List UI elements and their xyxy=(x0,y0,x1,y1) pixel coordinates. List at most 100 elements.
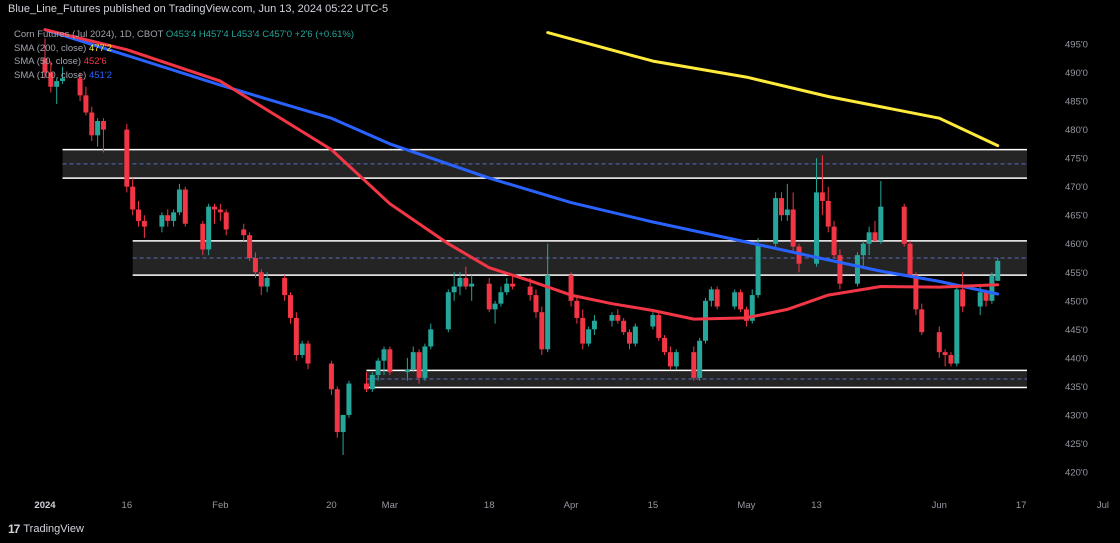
candle-body-58 xyxy=(533,295,539,313)
candle-body-48 xyxy=(451,286,457,293)
candle-body-69 xyxy=(627,332,632,344)
sma200-legend-row[interactable]: SMA (200, close) 477'2 xyxy=(14,42,354,56)
candle-body-102 xyxy=(907,243,913,276)
candle-body-31 xyxy=(299,343,305,356)
candle-body-35 xyxy=(340,414,346,433)
candle-15 xyxy=(171,209,177,227)
price-chart[interactable]: 495'0 490'0 485'0 480'0 475'0 470'0 465'0 460'0… xyxy=(0,0,1120,517)
candle-113 xyxy=(995,258,1001,281)
open-value: O453'4 xyxy=(165,29,197,40)
x-tick-label-8: May xyxy=(737,500,755,511)
candle-body-109 xyxy=(960,289,966,307)
candle-body-113 xyxy=(995,260,1001,281)
candle-body-30 xyxy=(293,317,299,356)
candle-body-39 xyxy=(375,360,381,375)
candle-47 xyxy=(445,289,451,333)
candle-101 xyxy=(901,203,907,247)
sma100-value: 451'2 xyxy=(88,69,112,81)
candle-12 xyxy=(141,215,147,239)
candle-body-88 xyxy=(784,209,790,216)
candle-body-62 xyxy=(574,300,580,318)
candle-body-1 xyxy=(48,72,54,87)
candle-body-63 xyxy=(580,317,586,344)
candle-body-91 xyxy=(814,192,820,264)
candle-body-101 xyxy=(901,206,907,244)
candle-52 xyxy=(486,277,492,313)
candle-body-79 xyxy=(708,289,714,301)
candle-body-52 xyxy=(486,283,492,310)
symbol-legend-row[interactable]: Corn Futures (Jul 2024), 1D, CBOT O453'4… xyxy=(14,28,354,42)
x-tick-label-5: 18 xyxy=(484,500,495,511)
candle-7 xyxy=(95,118,101,147)
candle-body-10 xyxy=(130,186,136,210)
candle-body-44 xyxy=(416,352,422,378)
tradingview-mark-icon: 17 xyxy=(8,522,20,536)
candle-body-22 xyxy=(223,212,229,230)
candle-100 xyxy=(878,180,884,244)
candle-body-28 xyxy=(282,277,288,296)
candle-94 xyxy=(831,220,837,258)
candle-105 xyxy=(936,326,942,358)
sma-line-1 xyxy=(43,28,1000,296)
x-tick-label-0: 2024 xyxy=(34,500,56,511)
candle-body-11 xyxy=(136,209,142,221)
tradingview-logo[interactable]: 17 TradingView xyxy=(8,522,84,536)
candle-50 xyxy=(463,266,469,290)
candle-29 xyxy=(287,292,293,324)
candle-body-53 xyxy=(492,303,498,310)
candle-body-37 xyxy=(363,383,369,390)
candle-body-99 xyxy=(872,232,878,241)
candle-body-111 xyxy=(983,292,989,301)
candle-108 xyxy=(954,283,960,367)
candle-39 xyxy=(375,357,381,381)
candle-body-89 xyxy=(790,209,796,247)
sma-line-0 xyxy=(546,31,1000,148)
candle-22 xyxy=(223,209,229,236)
y-tick-label-11: 440'0 xyxy=(1065,353,1088,364)
candle-body-110 xyxy=(977,292,983,307)
candle-body-96 xyxy=(854,255,860,284)
candle-31 xyxy=(299,340,305,358)
y-tick-label-15: 420'0 xyxy=(1065,468,1088,479)
candle-body-60 xyxy=(545,275,551,350)
candle-body-76 xyxy=(691,352,697,378)
x-tick-label-7: 15 xyxy=(648,500,659,511)
candle-body-15 xyxy=(171,212,177,221)
candle-body-5 xyxy=(83,95,89,113)
candle-30 xyxy=(293,312,299,361)
candle-0 xyxy=(42,38,48,79)
candle-body-46 xyxy=(428,329,434,347)
candle-103 xyxy=(913,272,919,316)
x-tick-label-3: 20 xyxy=(326,500,337,511)
y-tick-label-5: 470'0 xyxy=(1065,182,1088,193)
candle-body-87 xyxy=(778,198,784,216)
candle-55 xyxy=(504,277,510,296)
sma50-legend-row[interactable]: SMA (50, close) 452'6 xyxy=(14,55,354,69)
low-value: L453'4 xyxy=(231,29,260,40)
candle-68 xyxy=(621,317,627,336)
close-value: C457'0 xyxy=(262,29,293,40)
price-axis[interactable]: 495'0 490'0 485'0 480'0 475'0 470'0 465'0 460'0… xyxy=(1065,40,1088,479)
y-tick-label-1: 490'0 xyxy=(1065,68,1088,79)
candle-body-85 xyxy=(755,243,761,296)
y-tick-label-0: 495'0 xyxy=(1065,40,1088,51)
candle-1 xyxy=(48,61,54,93)
candle-74 xyxy=(667,346,673,370)
candle-body-107 xyxy=(948,355,954,364)
candle-104 xyxy=(919,303,925,336)
candle-62 xyxy=(574,295,580,324)
candle-2 xyxy=(54,78,60,104)
candle-body-70 xyxy=(632,326,638,344)
time-axis[interactable]: 2024 16 Feb 20 Mar 18 Apr 15 May 13 Jun 17 Jul xyxy=(34,500,1109,511)
candle-body-57 xyxy=(527,286,533,296)
candle-92 xyxy=(819,155,825,216)
candle-80 xyxy=(714,286,720,310)
candle-73 xyxy=(662,335,668,356)
candle-35 xyxy=(340,414,346,455)
candle-42 xyxy=(404,357,410,381)
candle-body-34 xyxy=(334,389,340,433)
high-value: H457'4 xyxy=(198,29,229,40)
sma100-legend-row[interactable]: SMA (100, close) 451'2 xyxy=(14,69,354,83)
candle-36 xyxy=(346,380,352,418)
sma200-label: SMA (200, close) xyxy=(14,42,87,54)
